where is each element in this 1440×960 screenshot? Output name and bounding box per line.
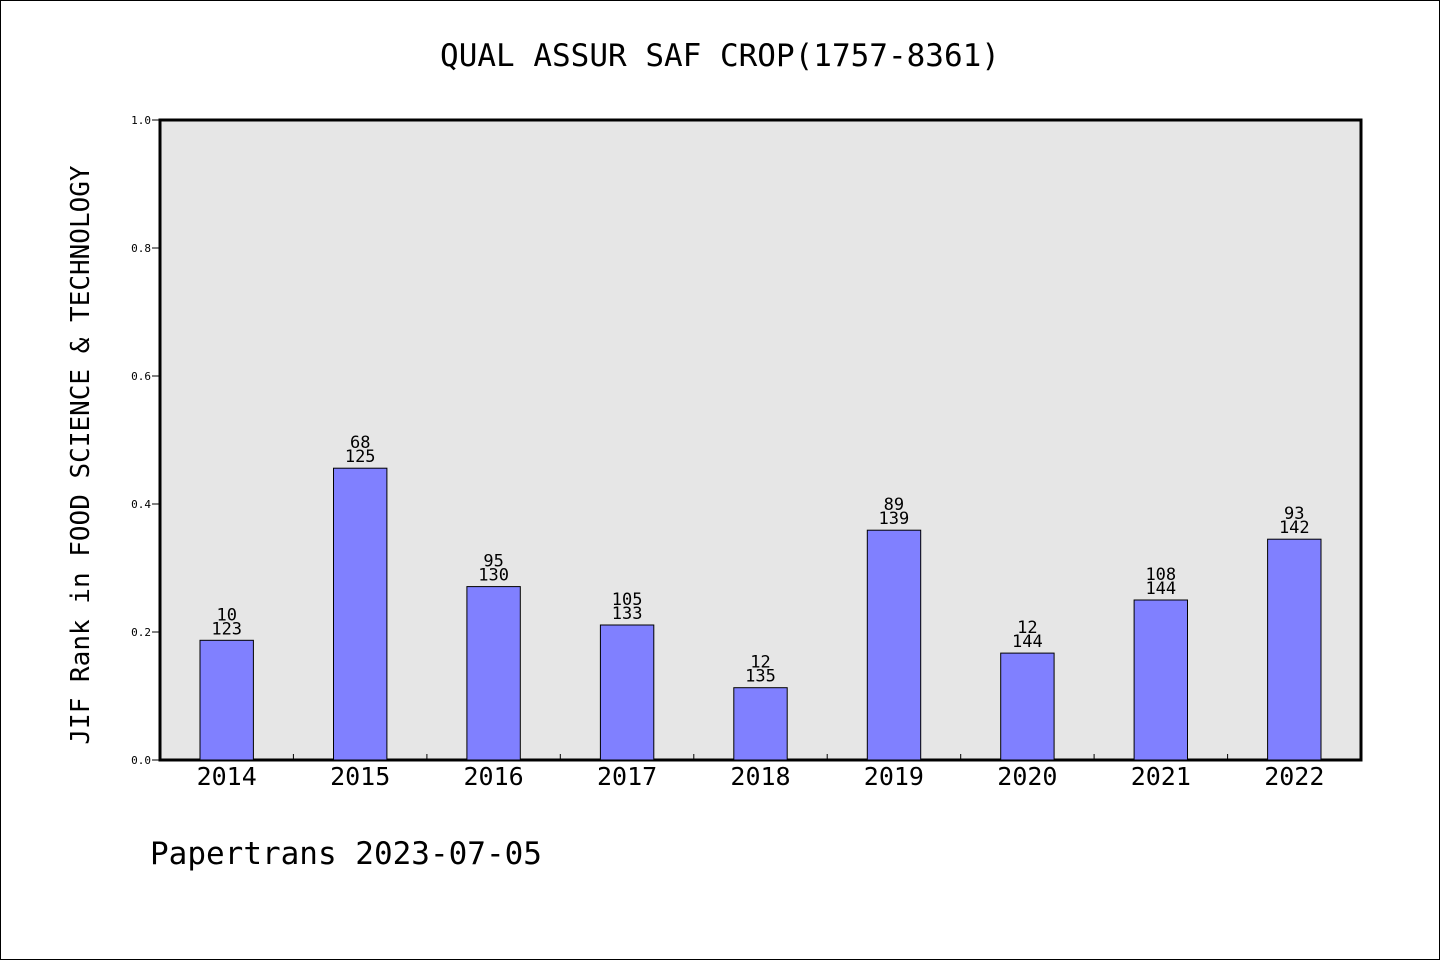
total-label-2017: 133 bbox=[612, 604, 643, 624]
x-tick-label-2017: 2017 bbox=[597, 762, 657, 791]
bar-2017 bbox=[599, 624, 655, 761]
footer-credit: Papertrans 2023-07-05 bbox=[150, 836, 542, 872]
total-label-2015: 125 bbox=[345, 447, 376, 467]
bar-2018 bbox=[733, 687, 788, 761]
rank-label-2016: 95 bbox=[483, 552, 503, 572]
data-labels-group: 1012368125951301051331213589139121441081… bbox=[211, 433, 1309, 687]
total-label-2021: 144 bbox=[1145, 579, 1176, 599]
rank-label-2017: 105 bbox=[612, 590, 643, 610]
rank-label-2020: 12 bbox=[1017, 618, 1037, 638]
y-tick-label: 0.0 bbox=[131, 754, 151, 767]
x-tick-label-2019: 2019 bbox=[864, 762, 924, 791]
y-tick-label: 0.8 bbox=[131, 242, 151, 255]
bars-group bbox=[199, 467, 1322, 761]
x-tick-label-2020: 2020 bbox=[997, 762, 1057, 791]
total-label-2014: 123 bbox=[211, 619, 242, 639]
total-label-2020: 144 bbox=[1012, 632, 1043, 652]
x-tick-label-2021: 2021 bbox=[1131, 762, 1191, 791]
x-tick-label-2022: 2022 bbox=[1264, 762, 1324, 791]
rank-label-2014: 10 bbox=[216, 605, 236, 625]
y-tick-label: 0.6 bbox=[131, 370, 151, 383]
bar-2020 bbox=[1000, 652, 1055, 761]
bar-2022 bbox=[1267, 538, 1322, 761]
x-tick-label-2015: 2015 bbox=[330, 762, 390, 791]
x-tick-label-2016: 2016 bbox=[463, 762, 523, 791]
x-tick-label-2014: 2014 bbox=[197, 762, 257, 791]
bar-2015 bbox=[333, 467, 388, 761]
rank-label-2019: 89 bbox=[884, 495, 904, 515]
total-label-2018: 135 bbox=[745, 667, 776, 687]
rank-label-2021: 108 bbox=[1145, 565, 1176, 585]
total-label-2019: 139 bbox=[879, 509, 910, 529]
total-label-2022: 142 bbox=[1279, 518, 1310, 538]
bar-2016 bbox=[466, 586, 521, 761]
bar-2019 bbox=[866, 529, 922, 761]
y-tick-label: 1.0 bbox=[131, 114, 151, 127]
rank-label-2018: 12 bbox=[750, 653, 770, 673]
x-tick-label-2018: 2018 bbox=[730, 762, 790, 791]
y-axis: 0.0 0.2 0.4 0.6 0.8 1.0 bbox=[131, 114, 160, 767]
y-axis-title: JIF Rank in FOOD SCIENCE & TECHNOLOGY bbox=[66, 165, 96, 745]
total-label-2016: 130 bbox=[478, 566, 509, 586]
bar-2014 bbox=[199, 639, 254, 761]
rank-label-2022: 93 bbox=[1284, 504, 1304, 524]
y-tick-label: 0.4 bbox=[131, 498, 151, 511]
chart-title: QUAL ASSUR SAF CROP(1757-8361) bbox=[440, 38, 1000, 74]
bar-2021 bbox=[1133, 599, 1188, 761]
x-axis: 2014 2015 2016 2017 2018 2019 2020 2021 2022 bbox=[197, 754, 1324, 791]
y-tick-label: 0.2 bbox=[131, 626, 151, 639]
rank-label-2015: 68 bbox=[350, 433, 370, 453]
